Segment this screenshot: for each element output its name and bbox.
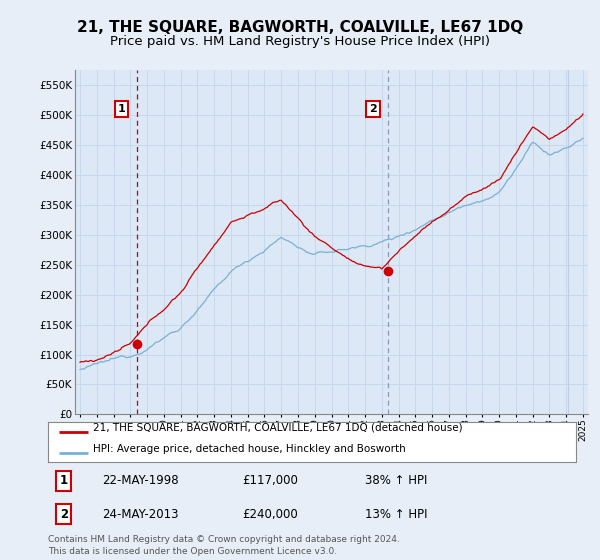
Text: HPI: Average price, detached house, Hinckley and Bosworth: HPI: Average price, detached house, Hinc… [93, 444, 406, 454]
Text: £117,000: £117,000 [242, 474, 298, 487]
Text: 22-MAY-1998: 22-MAY-1998 [102, 474, 179, 487]
Text: £240,000: £240,000 [242, 508, 298, 521]
Text: 21, THE SQUARE, BAGWORTH, COALVILLE, LE67 1DQ (detached house): 21, THE SQUARE, BAGWORTH, COALVILLE, LE6… [93, 423, 463, 433]
Text: 2: 2 [369, 104, 377, 114]
Text: Price paid vs. HM Land Registry's House Price Index (HPI): Price paid vs. HM Land Registry's House … [110, 35, 490, 48]
Text: 21, THE SQUARE, BAGWORTH, COALVILLE, LE67 1DQ: 21, THE SQUARE, BAGWORTH, COALVILLE, LE6… [77, 20, 523, 35]
Text: 24-MAY-2013: 24-MAY-2013 [102, 508, 179, 521]
Text: 1: 1 [118, 104, 125, 114]
Text: 2: 2 [60, 508, 68, 521]
Text: 38% ↑ HPI: 38% ↑ HPI [365, 474, 428, 487]
Text: 1: 1 [60, 474, 68, 487]
Text: Contains HM Land Registry data © Crown copyright and database right 2024.
This d: Contains HM Land Registry data © Crown c… [48, 535, 400, 556]
Text: 13% ↑ HPI: 13% ↑ HPI [365, 508, 428, 521]
